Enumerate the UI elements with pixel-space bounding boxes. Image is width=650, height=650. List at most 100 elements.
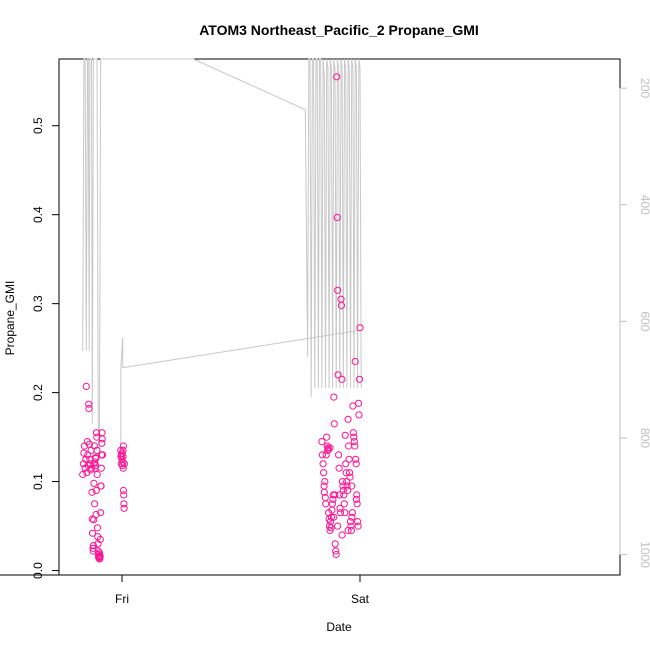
data-point (336, 509, 345, 517)
data-point (82, 382, 90, 390)
data-point (332, 547, 340, 555)
data-point (88, 488, 96, 496)
y-tick-label: 0.0 (31, 562, 45, 579)
data-point (342, 460, 350, 468)
data-point (319, 460, 327, 468)
data-point (354, 518, 362, 526)
data-point (92, 462, 100, 470)
data-point (348, 509, 356, 517)
data-point (335, 491, 344, 499)
points-layer (79, 73, 364, 563)
data-point (347, 526, 355, 535)
data-point (356, 324, 364, 332)
data-point (93, 524, 102, 532)
data-point (355, 375, 364, 383)
data-point (350, 433, 358, 441)
y2-axis: 200 400 600 800 1000 (619, 78, 650, 568)
x-axis: ThuFriSat (0, 574, 370, 606)
data-point (88, 515, 96, 523)
data-point (352, 455, 360, 463)
x-axis-label: Date (326, 620, 352, 634)
y-tick-label: 0.3 (31, 295, 45, 312)
data-point (334, 286, 342, 294)
data-point (341, 509, 349, 517)
data-point (96, 535, 104, 544)
x-tick-label: Sat (351, 592, 370, 606)
y2-tick-label: 1000 (638, 541, 650, 568)
data-point (92, 510, 100, 519)
chart-title: ATOM3 Northeast_Pacific_2 Propane_GMI (199, 22, 479, 38)
data-point (119, 442, 128, 450)
data-point (119, 486, 128, 495)
data-point (119, 446, 127, 454)
data-point (94, 540, 102, 548)
y2-tick-label: 200 (638, 78, 650, 98)
data-point (336, 504, 344, 512)
data-point (339, 486, 347, 495)
data-point (88, 529, 97, 537)
data-point (355, 399, 363, 407)
data-point (348, 482, 356, 490)
data-point (338, 375, 346, 383)
data-point (97, 482, 105, 490)
data-point (354, 522, 362, 530)
data-point (349, 429, 357, 437)
data-point (80, 449, 88, 457)
data-point (344, 486, 352, 495)
data-point (345, 469, 354, 477)
data-point (340, 491, 348, 499)
profile-layer (82, 58, 362, 451)
data-point (120, 504, 128, 512)
data-point (327, 513, 335, 521)
data-point (338, 478, 346, 486)
data-point (90, 479, 98, 487)
data-point (79, 470, 87, 479)
data-point (330, 513, 338, 521)
y-tick-label: 0.1 (31, 473, 45, 490)
data-point (343, 482, 351, 490)
data-point (84, 451, 92, 459)
y-axis-label: Propane_GMI (3, 281, 17, 356)
data-point (330, 393, 338, 401)
data-point (91, 500, 99, 508)
y2-tick-label: 400 (638, 195, 650, 215)
data-point (333, 213, 341, 221)
data-point (325, 446, 333, 454)
y-tick-label: 0.5 (31, 117, 45, 134)
data-point (328, 500, 336, 508)
data-point (349, 402, 357, 410)
data-point (334, 522, 342, 530)
data-point (323, 433, 331, 441)
data-point (120, 500, 128, 508)
data-point (320, 469, 328, 477)
data-point (98, 439, 106, 447)
data-point (342, 469, 350, 477)
data-point (321, 478, 329, 486)
data-point (93, 446, 101, 454)
data-point (346, 473, 354, 481)
data-point (329, 495, 337, 503)
y2-tick-label: 800 (638, 428, 650, 448)
data-point (92, 429, 101, 437)
data-point (89, 542, 98, 550)
profile-line-2 (120, 329, 361, 451)
data-point (341, 431, 349, 439)
data-point (120, 491, 128, 499)
data-point (332, 550, 340, 559)
data-point (351, 442, 359, 450)
data-point (337, 301, 345, 309)
data-point (318, 451, 326, 459)
y2-tick-label: 600 (638, 311, 650, 331)
data-point (327, 524, 335, 532)
data-point (318, 438, 326, 446)
data-point (339, 482, 347, 490)
data-point (350, 438, 358, 446)
data-point (93, 470, 101, 479)
data-point (119, 464, 127, 472)
data-point (117, 460, 125, 468)
data-point (348, 513, 356, 521)
data-point (340, 500, 348, 508)
data-point (92, 486, 100, 495)
data-point (82, 455, 90, 463)
